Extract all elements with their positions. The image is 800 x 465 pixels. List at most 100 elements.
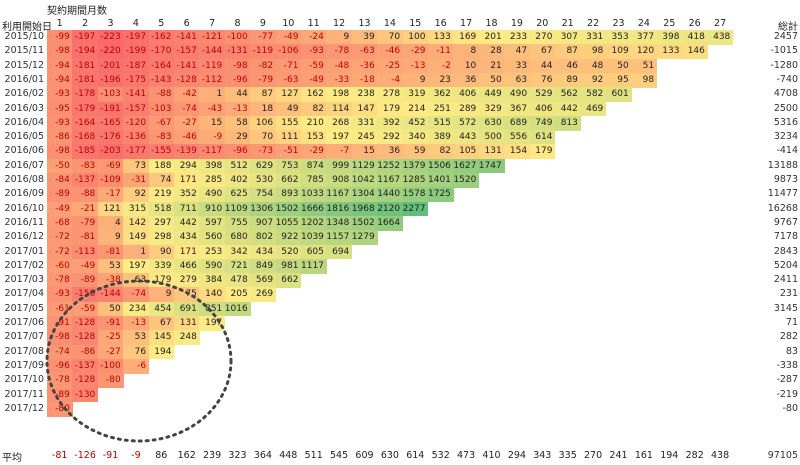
heatmap-cell: -162 bbox=[148, 30, 175, 45]
heatmap-cell: 342 bbox=[224, 244, 251, 260]
heatmap-cell: -203 bbox=[97, 144, 124, 160]
heatmap-cell: 1055 bbox=[275, 215, 302, 231]
column-group-title: 契約期間月数 bbox=[47, 6, 107, 17]
heatmap-cell: -156 bbox=[72, 287, 99, 303]
heatmap-cell: 469 bbox=[580, 101, 607, 117]
heatmap-cell: -144 bbox=[97, 287, 124, 303]
heatmap-cell: -25 bbox=[377, 58, 404, 74]
column-header: 16 bbox=[434, 18, 447, 29]
heatmap-cell: 44 bbox=[529, 58, 556, 74]
heatmap-cell: -24 bbox=[301, 30, 327, 45]
heatmap-cell: 753 bbox=[275, 158, 302, 174]
column-header: 27 bbox=[714, 18, 727, 29]
heatmap-cell: 520 bbox=[275, 244, 302, 260]
heatmap-cell: -63 bbox=[275, 72, 302, 88]
heatmap-cell: 238 bbox=[351, 87, 378, 102]
heatmap-cell: -29 bbox=[402, 44, 429, 60]
heatmap-cell: 70 bbox=[377, 30, 404, 45]
heatmap-cell: -46 bbox=[174, 130, 200, 145]
heatmap-cell: 1016 bbox=[224, 301, 251, 317]
heatmap-cell: -170 bbox=[148, 44, 175, 60]
heatmap-cell: -33 bbox=[326, 72, 353, 88]
column-header: 13 bbox=[358, 18, 371, 29]
heatmap-cell: -103 bbox=[148, 101, 175, 117]
row-label: 2015/12 bbox=[4, 59, 44, 71]
total-header: 総計 bbox=[778, 22, 798, 33]
heatmap-cell: 362 bbox=[428, 87, 454, 102]
heatmap-cell: 82 bbox=[301, 101, 327, 117]
heatmap-cell: 53 bbox=[123, 330, 150, 346]
heatmap-cell: -83 bbox=[72, 158, 99, 174]
heatmap-cell: 398 bbox=[199, 158, 226, 174]
heatmap-cell: 406 bbox=[453, 87, 480, 102]
heatmap-cell: 278 bbox=[377, 87, 404, 102]
heatmap-cell: 131 bbox=[174, 316, 200, 331]
heatmap-cell: 100 bbox=[402, 30, 429, 45]
row-total: 2500 bbox=[773, 102, 798, 114]
heatmap-cell: -27 bbox=[97, 344, 124, 360]
heatmap-cell: -95 bbox=[47, 101, 73, 117]
heatmap-cell: 1666 bbox=[301, 201, 327, 217]
heatmap-cell: 76 bbox=[123, 344, 150, 360]
heatmap-cell: 98 bbox=[580, 44, 607, 60]
heatmap-cell: 74 bbox=[148, 173, 175, 188]
heatmap-cell: 50 bbox=[478, 72, 505, 88]
heatmap-cell: 629 bbox=[250, 158, 277, 174]
heatmap-cell: -13 bbox=[224, 101, 251, 117]
row-total: -1280 bbox=[770, 59, 798, 71]
heatmap-cell: 285 bbox=[199, 173, 226, 188]
heatmap-cell: -63 bbox=[351, 44, 378, 60]
heatmap-cell: 908 bbox=[326, 173, 353, 188]
heatmap-cell: -74 bbox=[174, 101, 200, 117]
heatmap-cell: 169 bbox=[453, 30, 480, 45]
heatmap-cell: 87 bbox=[250, 87, 277, 102]
heatmap-cell: 162 bbox=[301, 87, 327, 102]
heatmap-cell: 268 bbox=[326, 115, 353, 131]
row-total: 13188 bbox=[767, 159, 798, 171]
heatmap-cell: 9 bbox=[148, 287, 175, 303]
heatmap-cell: 1 bbox=[199, 87, 226, 102]
heatmap-cell: 197 bbox=[326, 130, 353, 145]
heatmap-cell: 214 bbox=[402, 101, 429, 117]
heatmap-cell: -141 bbox=[123, 87, 150, 102]
heatmap-cell: -89 bbox=[47, 387, 73, 403]
heatmap-cell: 289 bbox=[453, 101, 480, 117]
heatmap-cell: -9 bbox=[199, 130, 226, 145]
average-value: 194 bbox=[660, 450, 679, 461]
heatmap-cell: 109 bbox=[605, 44, 632, 60]
heatmap-cell: -131 bbox=[224, 44, 251, 60]
row-total: -1015 bbox=[770, 45, 798, 57]
heatmap-cell: 466 bbox=[174, 258, 200, 274]
heatmap-cell: 515 bbox=[428, 115, 454, 131]
heatmap-cell: -201 bbox=[97, 58, 124, 74]
heatmap-cell: 90 bbox=[148, 244, 175, 260]
heatmap-cell: 58 bbox=[224, 115, 251, 131]
heatmap-cell: -187 bbox=[123, 58, 150, 74]
heatmap-cell: -11 bbox=[428, 44, 454, 60]
heatmap-cell: 251 bbox=[428, 101, 454, 117]
heatmap-cell: 1109 bbox=[224, 201, 251, 217]
heatmap-cell: -223 bbox=[97, 30, 124, 45]
heatmap-cell: -181 bbox=[72, 58, 99, 74]
heatmap-cell: 367 bbox=[504, 101, 531, 117]
heatmap-cell: 1816 bbox=[326, 201, 353, 217]
row-total: 282 bbox=[779, 331, 798, 343]
heatmap-cell: -17 bbox=[97, 187, 124, 203]
heatmap-cell: 44 bbox=[224, 87, 251, 102]
heatmap-cell: 179 bbox=[529, 144, 556, 160]
heatmap-cell: 1725 bbox=[428, 187, 454, 203]
heatmap-cell: -164 bbox=[72, 115, 99, 131]
heatmap-cell: 307 bbox=[555, 30, 581, 45]
heatmap-cell: 1157 bbox=[326, 230, 353, 245]
heatmap-cell: -119 bbox=[250, 44, 277, 60]
heatmap-cell: 106 bbox=[250, 115, 277, 131]
heatmap-cell: 478 bbox=[224, 273, 251, 288]
heatmap-cell: 694 bbox=[326, 244, 353, 260]
heatmap-cell: -93 bbox=[47, 115, 73, 131]
heatmap-cell: -128 bbox=[72, 316, 99, 331]
heatmap-cell: 1506 bbox=[428, 158, 454, 174]
heatmap-cell: 120 bbox=[631, 44, 658, 60]
average-total: 97105 bbox=[767, 450, 798, 461]
heatmap-cell: 95 bbox=[605, 72, 632, 88]
column-header: 21 bbox=[561, 18, 574, 29]
